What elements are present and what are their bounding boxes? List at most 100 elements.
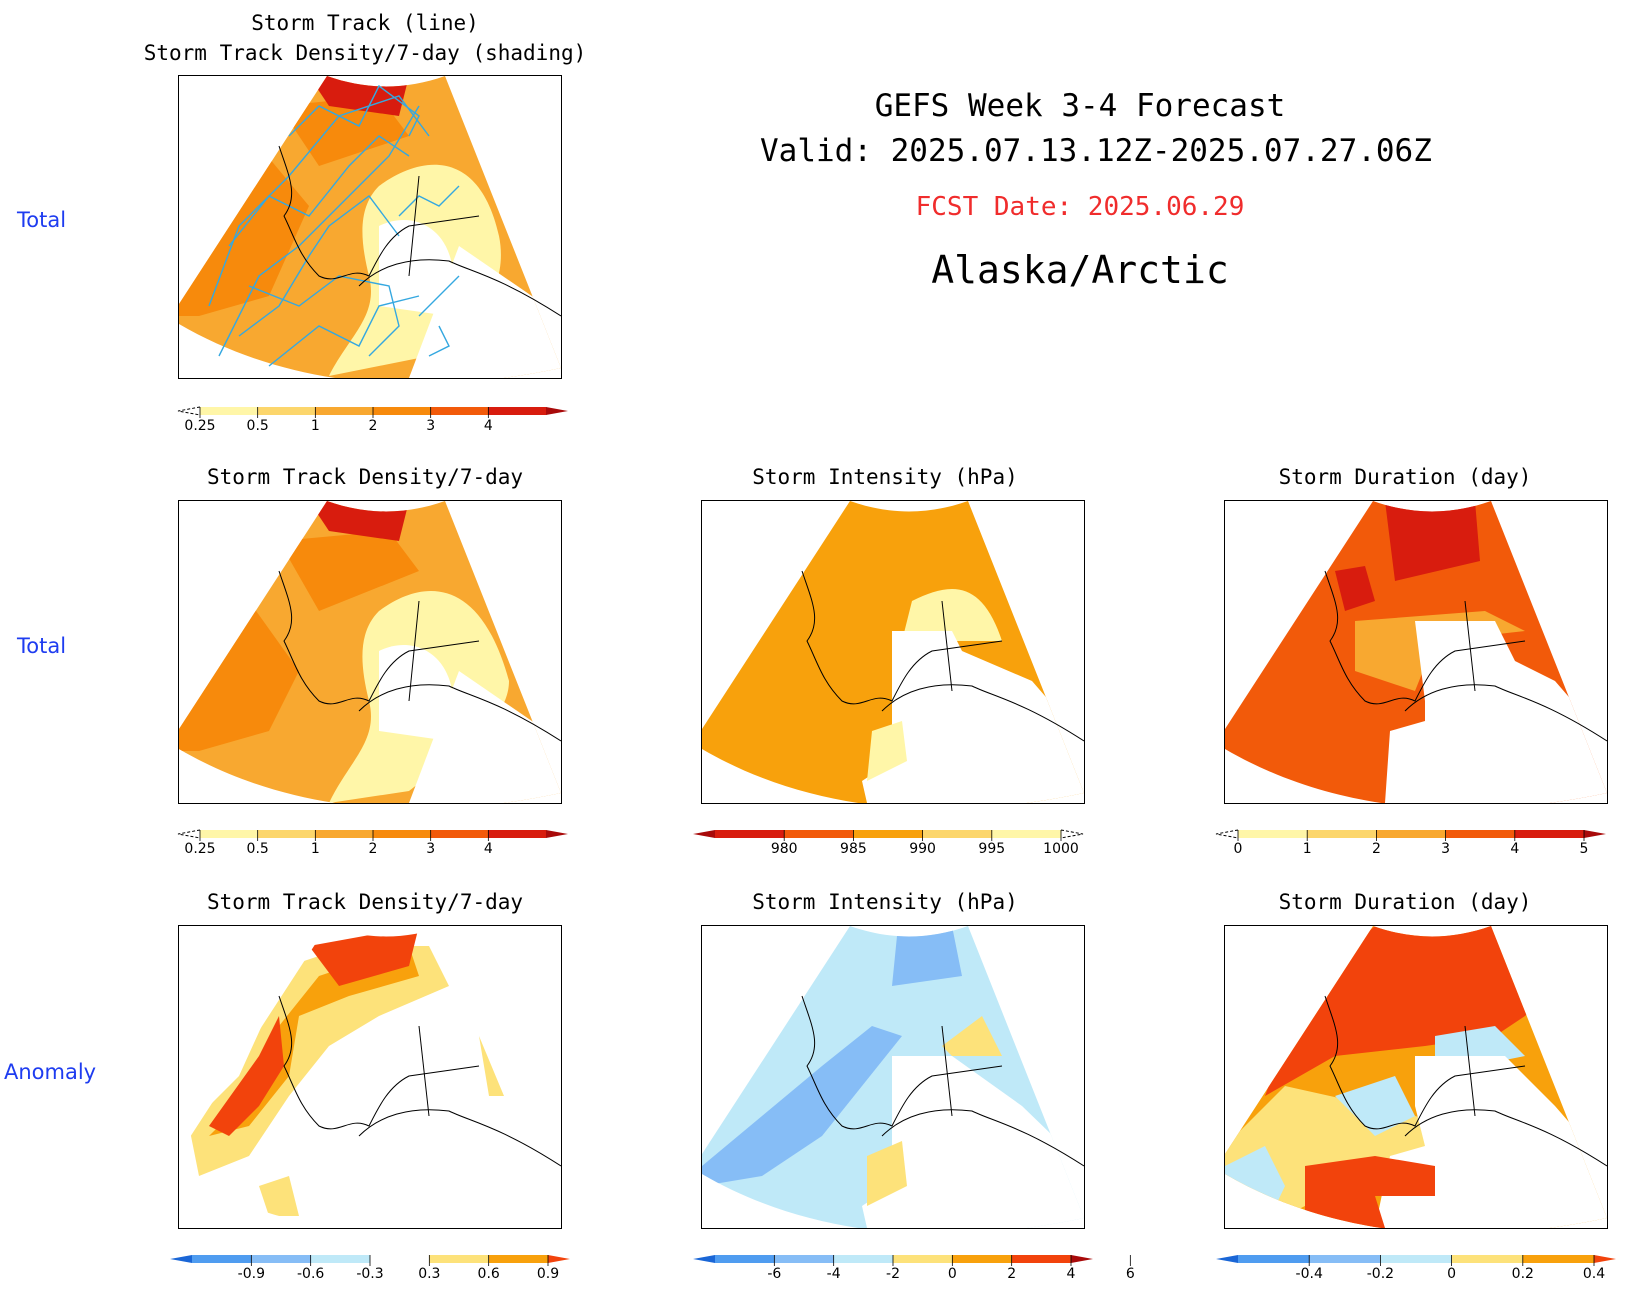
forecast-date: FCST Date: 2025.06.29 xyxy=(915,192,1245,222)
cb5-swatch xyxy=(310,1255,371,1263)
valid-period: Valid: 2025.07.13.12Z-2025.07.27.06Z xyxy=(760,133,1432,169)
cb2-swatch xyxy=(488,830,547,838)
cb4-swatch xyxy=(1514,830,1585,838)
cb5-tick-label: 0.6 xyxy=(478,1266,500,1282)
cb7-right-arrow xyxy=(1594,1255,1616,1263)
panel1-title-line1: Storm Track (line) xyxy=(251,11,479,35)
cb6-swatch xyxy=(833,1255,894,1263)
cb4-tick-label: 1 xyxy=(1303,841,1312,857)
cb5-swatch xyxy=(192,1255,252,1263)
cb3-swatch xyxy=(715,830,785,838)
cb4-tick-label: 5 xyxy=(1580,841,1589,857)
cb6-tick-label: 0 xyxy=(948,1266,957,1282)
cb2-left-end xyxy=(177,829,201,839)
cb6-right-arrow xyxy=(1071,1255,1093,1263)
cb2-swatch xyxy=(430,830,489,838)
panel2-title: Storm Track Density/7-day xyxy=(206,465,524,489)
cb2-right-arrow xyxy=(546,830,568,838)
cb1-swatch xyxy=(430,407,489,415)
cb3-swatch xyxy=(784,830,854,838)
map-storm-duration-anomaly xyxy=(1224,925,1608,1229)
cb2-tick-label: 1 xyxy=(311,841,320,857)
cb6-tick-label: 6 xyxy=(1126,1266,1135,1282)
cb7-tick-label: 0.2 xyxy=(1512,1266,1534,1282)
cb2-swatch xyxy=(200,830,259,838)
cb5-left-arrow xyxy=(170,1255,192,1263)
cb5-swatch xyxy=(488,1255,549,1263)
row-label-total-2: Total xyxy=(17,634,67,658)
cb4-right-arrow xyxy=(1584,830,1606,838)
row-label-total-1: Total xyxy=(17,208,67,232)
panel6-title: Storm Intensity (hPa) xyxy=(752,890,1018,914)
cb7-tick-label: -0.2 xyxy=(1367,1266,1394,1282)
cb2-tick-label: 4 xyxy=(484,841,493,857)
cb6-swatch xyxy=(952,1255,1013,1263)
cb1-tick-label: 1 xyxy=(311,418,320,434)
cb1-right-arrow xyxy=(546,407,568,415)
cb1-tick-label: 2 xyxy=(369,418,378,434)
cb5-right-arrow xyxy=(548,1255,570,1263)
cb3-swatch xyxy=(853,830,924,838)
cb1-tick-label: 0.25 xyxy=(184,418,215,434)
panel4-title: Storm Duration (day) xyxy=(1278,465,1532,489)
cb4-tick-label: 3 xyxy=(1441,841,1450,857)
panel3-title: Storm Intensity (hPa) xyxy=(752,465,1018,489)
cb7-tick-label: -0.4 xyxy=(1296,1266,1323,1282)
row-label-anomaly: Anomaly xyxy=(4,1060,97,1084)
cb6-swatch xyxy=(1011,1255,1072,1263)
panel1-title-line2: Storm Track Density/7-day (shading) xyxy=(143,41,587,65)
cb1-left-end xyxy=(177,406,201,416)
cb5-swatch xyxy=(429,1255,490,1263)
cb2-swatch xyxy=(373,830,432,838)
cb5-tick-label: 0.3 xyxy=(418,1266,440,1282)
cb4-tick-label: 0 xyxy=(1234,841,1243,857)
map-track-density-total xyxy=(178,500,562,804)
cb5-swatch xyxy=(370,1255,430,1263)
cb6-swatch xyxy=(893,1255,953,1263)
colorbar-intensity-anomaly: -6 -4 -2 0 2 4 6 xyxy=(693,1250,1135,1290)
cb6-tick-label: 2 xyxy=(1007,1266,1016,1282)
cb7-swatch xyxy=(1380,1255,1453,1263)
cb1-swatch xyxy=(257,407,316,415)
cb7-tick-label: 0 xyxy=(1447,1266,1456,1282)
cb1-tick-label: 4 xyxy=(484,418,493,434)
cb2-tick-label: 3 xyxy=(426,841,435,857)
cb4-swatch xyxy=(1445,830,1516,838)
cb4-left-end xyxy=(1215,829,1239,839)
cb4-tick-label: 2 xyxy=(1372,841,1381,857)
cb6-left-arrow xyxy=(693,1255,715,1263)
cb5-tick-label: -0.9 xyxy=(238,1266,265,1282)
cb2-tick-label: 0.5 xyxy=(247,841,269,857)
map-storm-duration-total xyxy=(1224,500,1608,804)
cb1-swatch xyxy=(488,407,547,415)
cb1-tick-label: 3 xyxy=(426,418,435,434)
map-storm-track-total xyxy=(178,75,562,379)
cb3-left-arrow xyxy=(693,830,715,838)
cb6-tick-label: -4 xyxy=(827,1266,841,1282)
cb7-swatch xyxy=(1522,1255,1595,1263)
cb6-swatch xyxy=(715,1255,775,1263)
colorbar-density-1: 0.25 0.5 1 2 3 4 xyxy=(177,402,568,442)
cb5-tick-label: 0.9 xyxy=(537,1266,559,1282)
cb2-tick-label: 0.25 xyxy=(184,841,215,857)
cb7-swatch xyxy=(1451,1255,1524,1263)
map-storm-intensity-anomaly xyxy=(701,925,1085,1229)
cb4-swatch xyxy=(1238,830,1308,838)
colorbar-duration: 0 1 2 3 4 5 xyxy=(1215,825,1606,865)
cb2-swatch xyxy=(257,830,316,838)
cb5-swatch xyxy=(251,1255,312,1263)
map-storm-intensity-total xyxy=(701,500,1085,804)
cb7-tick-label: 0.4 xyxy=(1583,1266,1605,1282)
cb3-tick-label: 985 xyxy=(840,841,867,857)
cb3-tick-label: 990 xyxy=(909,841,936,857)
cb1-swatch xyxy=(200,407,259,415)
panel5-title: Storm Track Density/7-day xyxy=(206,890,524,914)
region-name: Alaska/Arctic xyxy=(931,248,1229,292)
cb4-swatch xyxy=(1307,830,1377,838)
cb1-tick-label: 0.5 xyxy=(247,418,269,434)
map-track-density-anomaly xyxy=(178,925,562,1229)
cb1-swatch xyxy=(315,407,374,415)
cb3-swatch xyxy=(991,830,1062,838)
cb4-tick-label: 4 xyxy=(1510,841,1519,857)
colorbar-duration-anomaly: -0.4 -0.2 0 0.2 0.4 xyxy=(1216,1250,1616,1290)
